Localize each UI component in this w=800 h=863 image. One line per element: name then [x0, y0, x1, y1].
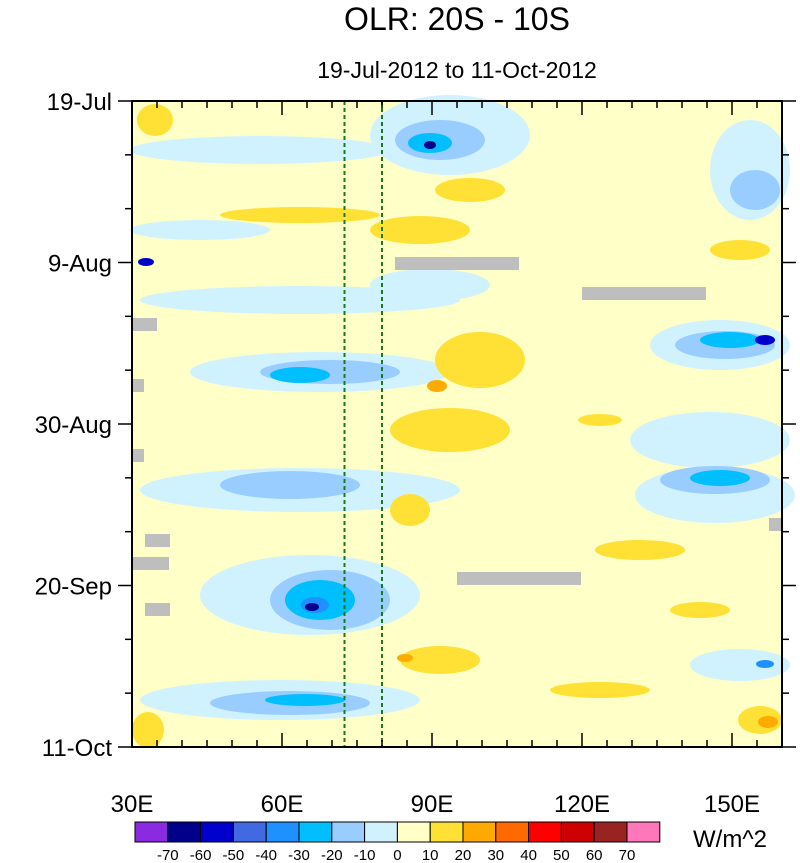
- neg-region: [630, 412, 790, 468]
- neg-region: [424, 141, 436, 149]
- neg-region: [130, 220, 270, 240]
- colorbar-label: -20: [321, 847, 343, 863]
- missing-data-block: [145, 603, 170, 616]
- neg-region: [756, 660, 774, 668]
- colorbar-label: -60: [190, 847, 212, 863]
- colorbar-label: 0: [393, 847, 401, 863]
- colorbar-swatch: [462, 821, 497, 843]
- neg-region: [130, 136, 390, 164]
- missing-data-block: [457, 572, 581, 585]
- missing-data-block: [582, 287, 706, 300]
- colorbar-swatch: [232, 821, 267, 843]
- neg-region: [138, 258, 154, 266]
- y-tick-label: 9-Aug: [48, 251, 112, 278]
- pos-region: [390, 494, 430, 526]
- missing-data-block: [132, 449, 144, 462]
- colorbar-swatch: [298, 821, 333, 843]
- missing-data-block: [395, 257, 519, 270]
- pos-region: [578, 414, 622, 426]
- colorbar-swatch: [265, 821, 300, 843]
- pos-region: [427, 380, 447, 392]
- pos-region: [435, 178, 505, 202]
- pos-region: [370, 216, 470, 244]
- colorbar-swatch: [593, 821, 628, 843]
- pos-region: [435, 332, 525, 388]
- neg-region: [700, 332, 760, 348]
- y-tick-label: 19-Jul: [47, 89, 112, 116]
- anomaly-field: [130, 95, 795, 748]
- pos-region: [137, 104, 173, 136]
- pos-region: [390, 408, 510, 452]
- colorbar-swatch: [429, 821, 464, 843]
- colorbar-label: -40: [255, 847, 277, 863]
- colorbar-swatch: [528, 821, 562, 843]
- neg-region: [690, 470, 750, 486]
- x-tick-label: 60E: [261, 791, 304, 818]
- colorbar-label: -70: [157, 847, 179, 863]
- chart-title: OLR: 20S - 10S: [344, 1, 570, 37]
- missing-data-block: [132, 318, 157, 331]
- y-tick-label: 30-Aug: [35, 412, 112, 439]
- x-tick-label: 90E: [411, 791, 454, 818]
- x-tick-label: 30E: [111, 791, 154, 818]
- colorbar-label: 70: [619, 847, 636, 863]
- missing-data-block: [132, 557, 169, 570]
- pos-region: [595, 540, 685, 560]
- neg-region: [305, 603, 319, 611]
- colorbar-swatch: [560, 821, 595, 843]
- colorbar-label: 40: [520, 847, 537, 863]
- pos-region: [397, 654, 413, 662]
- colorbar-units: W/m^2: [693, 826, 767, 853]
- colorbar-label: -10: [354, 847, 376, 863]
- colorbar-label: -30: [288, 847, 310, 863]
- missing-data-block: [769, 518, 782, 531]
- neg-region: [755, 335, 775, 345]
- pos-region: [758, 716, 778, 728]
- colorbar-label: 60: [586, 847, 603, 863]
- colorbar-label: 10: [422, 847, 439, 863]
- colorbar: -70 -60 -50 -40 -30 -20 -10 0 10 20 30 40 50 60 70: [134, 821, 661, 863]
- colorbar-swatch: [626, 821, 661, 843]
- x-tick-label: 120E: [554, 791, 610, 818]
- reference-lines: [343, 101, 383, 747]
- x-axis: 30E 60E 90E 120E 150E: [111, 101, 783, 818]
- colorbar-swatch: [167, 821, 202, 843]
- missing-data-blocks: [132, 257, 782, 616]
- colorbar-label: 20: [455, 847, 472, 863]
- neg-region: [730, 170, 780, 210]
- y-axis: 19-Jul 9-Aug 30-Aug 20-Sep 11-Oct: [35, 89, 796, 762]
- neg-region: [265, 694, 345, 706]
- colorbar-swatch: [134, 821, 169, 843]
- colorbar-swatch: [396, 821, 431, 843]
- colorbar-label: 50: [553, 847, 570, 863]
- pos-region: [400, 646, 480, 674]
- pos-region: [710, 240, 770, 260]
- missing-data-block: [145, 534, 170, 547]
- pos-region: [220, 207, 380, 223]
- colorbar-swatch: [495, 821, 530, 843]
- pos-region: [132, 712, 164, 748]
- y-tick-label: 11-Oct: [42, 735, 113, 762]
- colorbar-label: -50: [223, 847, 245, 863]
- colorbar-swatch: [200, 821, 234, 843]
- pos-region: [550, 682, 650, 698]
- neg-region: [270, 367, 330, 383]
- y-tick-label: 20-Sep: [35, 574, 112, 601]
- colorbar-label: 30: [487, 847, 504, 863]
- chart-subtitle: 19-Jul-2012 to 11-Oct-2012: [317, 57, 597, 83]
- missing-data-block: [132, 379, 144, 392]
- colorbar-swatch: [364, 821, 398, 843]
- neg-region: [220, 471, 360, 499]
- x-tick-label: 150E: [704, 791, 760, 818]
- neg-region: [370, 269, 490, 301]
- colorbar-swatch: [331, 821, 366, 843]
- pos-region: [670, 602, 730, 618]
- neg-region: [690, 649, 790, 681]
